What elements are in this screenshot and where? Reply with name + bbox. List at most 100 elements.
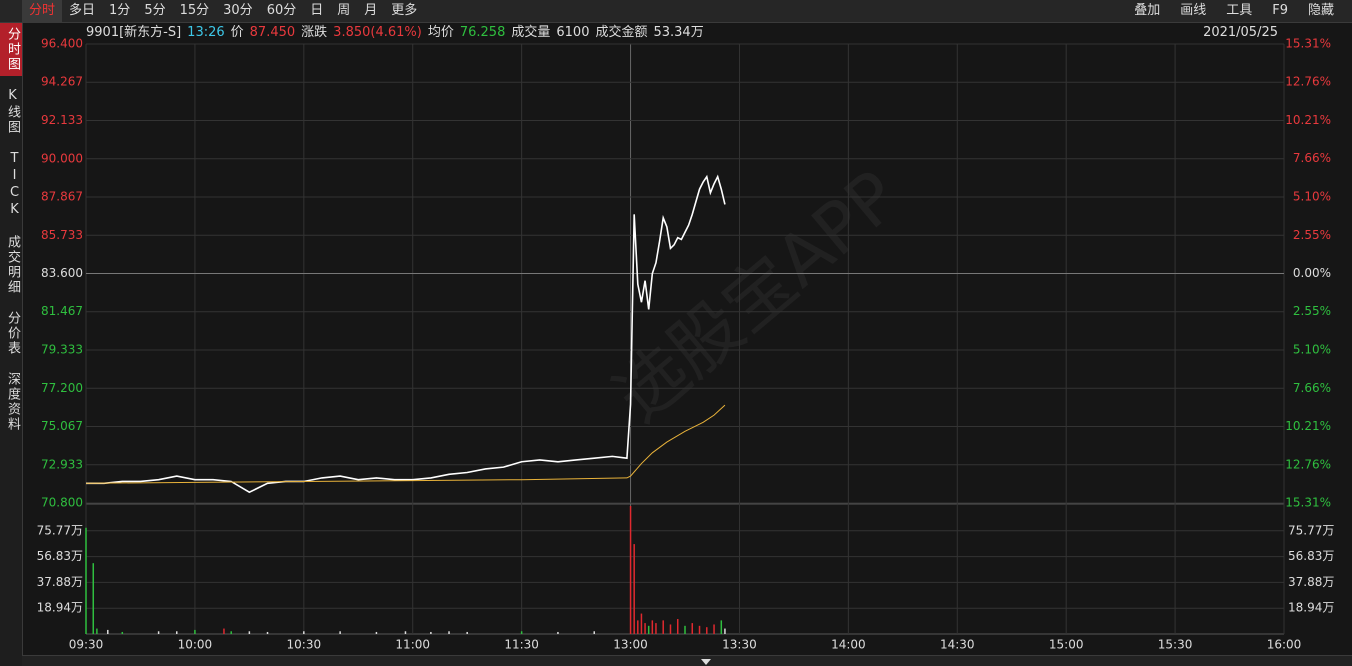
amount-label: 成交金额: [595, 25, 648, 40]
sidebar-tab[interactable]: 深度资料: [5, 372, 20, 432]
toolbar: 分时 多日 1分 5分 15分 30分 60分日周月更多 叠加 画线 工具 F9 隐藏: [0, 0, 1352, 23]
period-tab[interactable]: 更多: [391, 3, 418, 18]
volume-bar: [698, 625, 701, 634]
volume-bar: [651, 620, 654, 634]
volume-bar: [706, 627, 708, 634]
plot-bg: [86, 44, 1284, 634]
x-tick-label: 11:00: [395, 638, 430, 652]
volume-bar: [593, 631, 595, 634]
tool-buttons: 叠加 画线 工具 F9 隐藏: [1124, 0, 1344, 22]
period-tab[interactable]: 30分: [223, 3, 253, 18]
volume-bar: [557, 631, 559, 634]
y-tick-label: 75.77万: [37, 523, 83, 537]
sidebar: 分时图 K线图 TICK 成交明细分价表深度资料: [0, 23, 23, 666]
period-tab[interactable]: 周: [337, 3, 351, 18]
volume-bar: [640, 613, 643, 634]
period-tab[interactable]: 日: [310, 3, 324, 18]
y2-tick-label: 5.10%: [1293, 190, 1331, 204]
volume-bar: [713, 624, 715, 634]
y2-tick-label: 12.76%: [1285, 457, 1331, 471]
y-tick-label: 56.83万: [37, 549, 83, 563]
x-tick-label: 14:30: [940, 638, 975, 652]
tool-button[interactable]: 叠加: [1134, 3, 1161, 18]
period-tab[interactable]: 分时: [22, 0, 63, 22]
y-tick-label: 87.867: [41, 189, 83, 203]
y-tick-label: 85.733: [41, 228, 83, 242]
volume-bar: [629, 505, 632, 634]
volume-bar: [404, 631, 407, 634]
volume-bar: [644, 623, 646, 634]
y-tick-label: 37.88万: [1288, 575, 1334, 589]
y-tick-label: 83.600: [41, 266, 83, 280]
tool-button[interactable]: F9: [1272, 3, 1288, 18]
volume-bar: [655, 623, 657, 634]
tool-button[interactable]: 画线: [1180, 3, 1207, 18]
x-tick-label: 09:30: [69, 638, 104, 652]
y2-tick-label: 12.76%: [1285, 75, 1331, 89]
volume-bar: [637, 620, 639, 634]
period-tab[interactable]: 1分: [109, 3, 131, 18]
volume-bar: [92, 563, 95, 634]
volume-bar: [720, 620, 723, 634]
x-tick-label: 16:00: [1267, 638, 1302, 652]
y2-tick-label: 2.55%: [1293, 228, 1331, 242]
x-tick-label: 13:00: [613, 638, 648, 652]
symbol: 9901[新东方-S]: [86, 25, 182, 40]
period-tab[interactable]: 60分: [266, 3, 297, 18]
avg-label: 均价: [427, 25, 454, 40]
period-tab[interactable]: 多日: [69, 3, 96, 18]
volume-bar: [662, 620, 664, 634]
y2-tick-label: 7.66%: [1293, 151, 1331, 165]
volume-bar: [448, 631, 450, 634]
volume-bar: [684, 625, 686, 634]
volume-bar: [633, 544, 635, 634]
y2-tick-label: 15.31%: [1285, 37, 1331, 51]
price-line: [86, 174, 726, 494]
volume-bar: [303, 631, 305, 634]
y2-tick-label: 5.10%: [1293, 342, 1331, 356]
price-label: 价: [230, 25, 244, 40]
period-tab[interactable]: 15分: [179, 3, 210, 18]
tool-button[interactable]: 工具: [1226, 3, 1253, 18]
change: 3.850(4.61%): [333, 25, 422, 40]
y2-tick-label: 10.21%: [1285, 113, 1331, 127]
x-tick-label: 10:00: [178, 638, 213, 652]
y2-tick-label: 15.31%: [1285, 496, 1331, 510]
sidebar-tab[interactable]: TICK: [7, 151, 22, 219]
sidebar-tab[interactable]: 分时图: [0, 23, 22, 76]
volume-bar: [121, 631, 124, 634]
volume-bar: [669, 624, 672, 634]
volume-bar: [724, 628, 726, 634]
volume-bar: [194, 629, 196, 634]
sidebar-tab[interactable]: 分价表: [5, 311, 20, 356]
period-tab[interactable]: 月: [364, 3, 378, 18]
avg: 76.258: [459, 25, 506, 40]
date: 2021/05/25: [1203, 25, 1278, 40]
volume-bar: [676, 619, 679, 634]
collapse-arrow[interactable]: [701, 659, 711, 665]
volume-label: 成交量: [511, 25, 551, 40]
volume-bar: [647, 625, 650, 634]
period-tabs: 分时 多日 1分 5分 15分 30分 60分日周月更多: [22, 0, 424, 22]
volume-bar: [96, 628, 98, 634]
tool-button[interactable]: 隐藏: [1307, 3, 1334, 18]
y-tick-label: 18.94万: [1288, 601, 1334, 615]
volume-bar: [85, 527, 87, 634]
volume-bar: [691, 623, 694, 634]
footer-bar: [22, 655, 1352, 666]
average-line: [85, 404, 726, 484]
volume-bar: [157, 631, 160, 634]
y-tick-label: 37.88万: [37, 575, 83, 589]
sidebar-tab[interactable]: K线图: [5, 88, 20, 135]
y-tick-label: 72.933: [41, 457, 83, 471]
y-tick-label: 56.83万: [1288, 549, 1334, 563]
volume-bar: [430, 631, 432, 634]
y-tick-label: 96.400: [41, 37, 83, 51]
volume-bar: [339, 631, 341, 634]
y-tick-label: 75.067: [41, 419, 83, 433]
sidebar-tab[interactable]: 成交明细: [5, 235, 20, 295]
y-tick-label: 81.467: [41, 304, 83, 318]
period-tab[interactable]: 5分: [144, 3, 166, 18]
y-tick-label: 77.200: [41, 381, 83, 395]
